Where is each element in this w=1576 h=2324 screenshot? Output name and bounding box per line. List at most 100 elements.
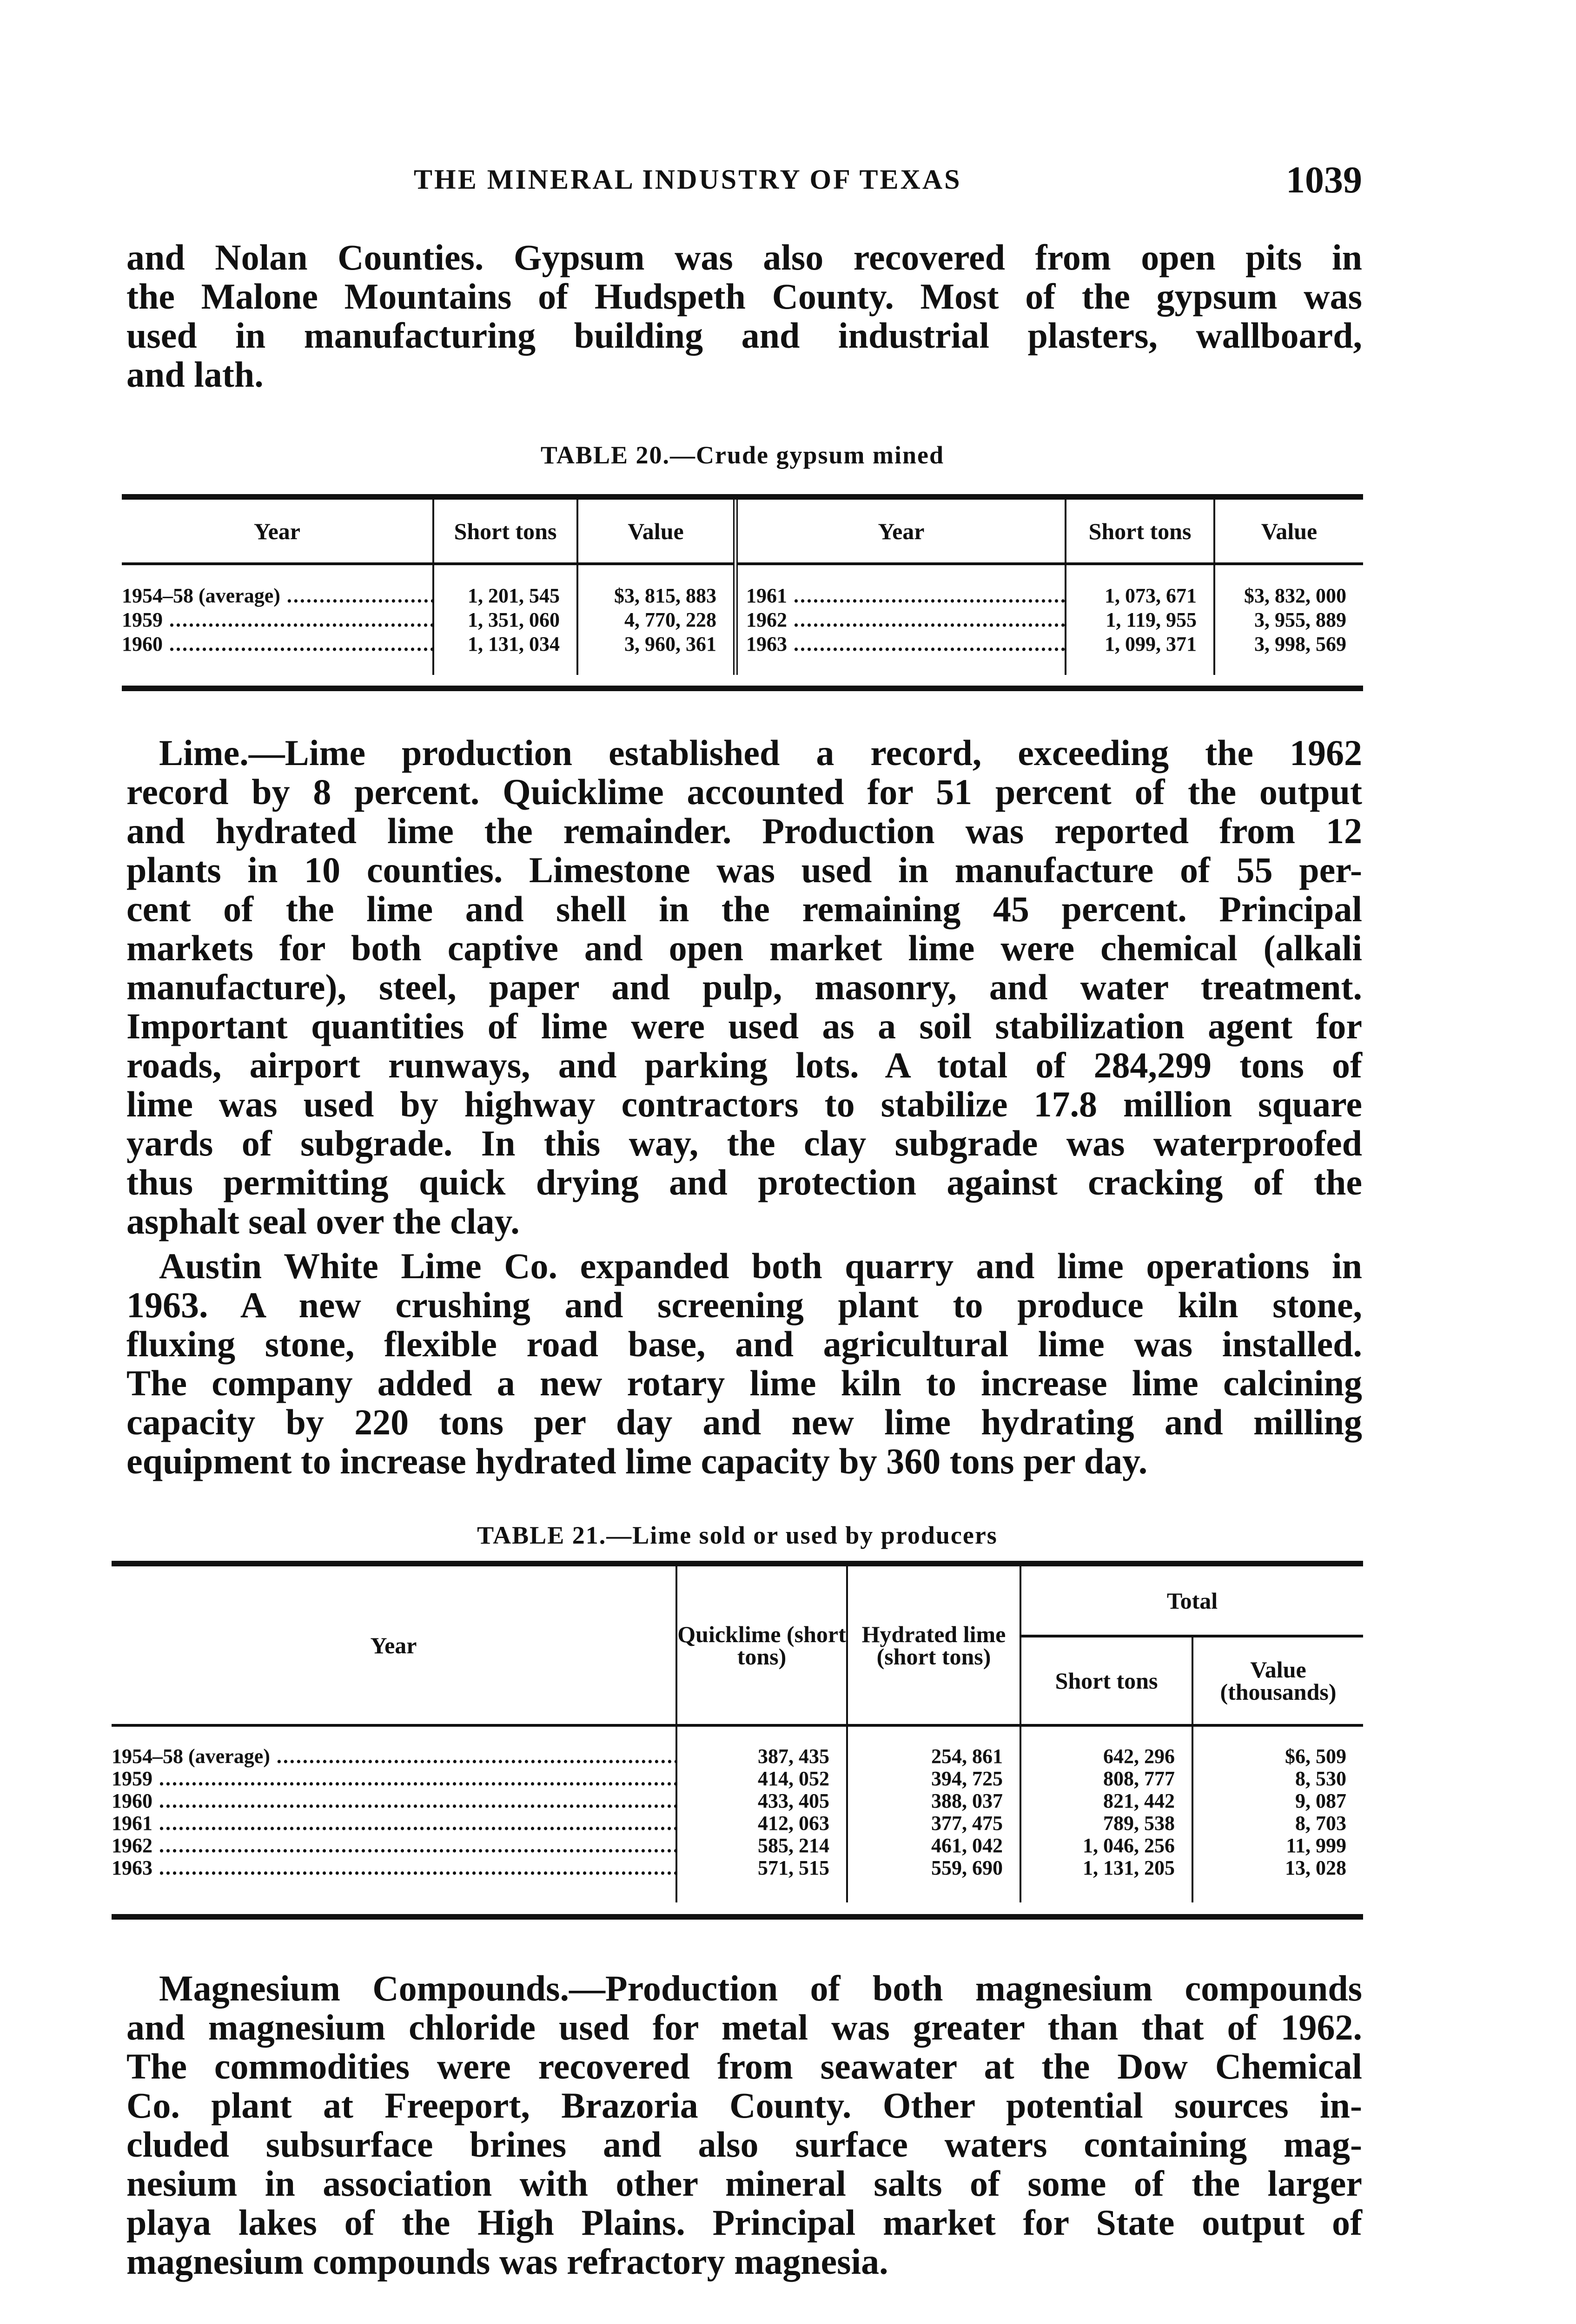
cell-text: 11, 999 <box>1286 1834 1346 1857</box>
text-line: magnesium compounds was refractory magne… <box>126 2241 888 2282</box>
cell-text: 387, 435 <box>758 1745 829 1768</box>
leader-dots: ........................................… <box>794 608 1066 631</box>
text-line: nesium in association with other mineral… <box>126 2163 1362 2204</box>
cell-text: $6, 509 <box>1285 1745 1346 1768</box>
value-cell: 585, 214 <box>675 1835 847 1857</box>
cell-text: 3, 960, 361 <box>624 633 716 655</box>
text-line: 1963. A new crushing and screening plant… <box>126 1285 1362 1325</box>
col-header-hydrated-lime: Hydrated lime (short tons) <box>846 1566 1020 1727</box>
value-cell: 412, 063 <box>675 1812 847 1835</box>
spacer-cell <box>1192 1879 1363 1902</box>
table-21-top-rule <box>112 1561 1363 1566</box>
col-header: Short tons <box>432 500 577 565</box>
spacer-cell <box>1065 656 1214 675</box>
cell-text: 642, 296 <box>1103 1745 1175 1768</box>
value-cell: 11, 999 <box>1192 1835 1363 1857</box>
cell-text: 1959 <box>122 608 163 631</box>
value-cell: 808, 777 <box>1020 1768 1192 1790</box>
cell-text: 8, 530 <box>1295 1767 1346 1790</box>
cell-text: 461, 042 <box>931 1834 1003 1857</box>
table-row: 1954–58 (average) ......................… <box>122 584 1363 608</box>
leader-dots: ........................................… <box>159 1812 676 1835</box>
spacer-cell <box>122 564 433 584</box>
spacer-cell <box>1213 656 1363 675</box>
leader-dots: ........................................… <box>159 1790 676 1812</box>
spacer-cell <box>576 656 735 675</box>
leader-dots: ........................................… <box>159 1768 676 1790</box>
cell-text: 13, 028 <box>1285 1856 1346 1879</box>
col-header: Value <box>576 500 735 565</box>
cell-text: 1, 046, 256 <box>1083 1834 1175 1857</box>
text-line: cluded subsurface brines and also surfac… <box>126 2124 1362 2165</box>
spacer-cell <box>1065 564 1214 584</box>
value-cell: 8, 703 <box>1192 1812 1363 1835</box>
cell-text: 1, 201, 545 <box>468 584 560 607</box>
leader-dots: ........................................… <box>169 633 433 655</box>
value-cell: 433, 405 <box>675 1789 847 1812</box>
table-20-bottom-rule <box>122 686 1363 691</box>
cell-text: 571, 515 <box>758 1856 829 1879</box>
value-cell: 1, 099, 371 <box>1065 632 1214 656</box>
cell-text: 394, 725 <box>931 1767 1003 1790</box>
value-cell: 394, 725 <box>846 1767 1020 1790</box>
spacer-cell <box>733 564 1066 584</box>
cell-text: 1, 131, 205 <box>1083 1856 1175 1879</box>
text-line: Austin White Lime Co. expanded both quar… <box>159 1246 1362 1286</box>
spacer-cell <box>675 1725 847 1745</box>
page-number: 1039 <box>1286 158 1362 201</box>
text-line: The commodities were recovered from seaw… <box>126 2046 1362 2086</box>
value-cell: 387, 435 <box>675 1745 847 1768</box>
year-cell: 1954–58 (average) ......................… <box>112 1745 676 1768</box>
text-line: and magnesium chloride used for metal wa… <box>126 2007 1362 2047</box>
year-cell: 1960 ...................................… <box>112 1790 676 1812</box>
col-header-total-value: Value (thousands) <box>1192 1636 1363 1727</box>
spacer-cell <box>1020 1879 1192 1902</box>
cell-text: 377, 475 <box>931 1812 1003 1835</box>
leader-dots: ........................................… <box>159 1857 676 1879</box>
paragraph-austin-white-lime: Austin White Lime Co. expanded both quar… <box>126 1247 1362 1481</box>
year-cell: 1962 ...................................… <box>112 1835 676 1857</box>
cell-text: 1962 <box>112 1835 152 1857</box>
cell-text: 433, 405 <box>758 1789 829 1812</box>
col-header: Year <box>122 500 433 565</box>
cell-text: 254, 861 <box>931 1745 1003 1768</box>
value-cell: 1, 073, 671 <box>1065 584 1214 608</box>
spacer-cell <box>432 656 577 675</box>
year-cell: 1963 ...................................… <box>112 1857 676 1879</box>
year-cell: 1962 ...................................… <box>733 608 1066 632</box>
leader-dots: ........................................… <box>276 1745 676 1768</box>
paragraph-lead: Lime. <box>159 733 249 773</box>
value-cell: 13, 028 <box>1192 1857 1363 1879</box>
col-header-total: Total <box>1020 1566 1363 1637</box>
value-cell: 642, 296 <box>1020 1745 1192 1768</box>
value-cell: 461, 042 <box>846 1834 1020 1857</box>
value-cell: 414, 052 <box>675 1768 847 1790</box>
spacer-cell <box>112 1879 676 1902</box>
text-line: manufacture), steel, paper and pulp, mas… <box>126 967 1362 1007</box>
page-header: THE MINERAL INDUSTRY OF TEXAS 1039 <box>126 158 1362 201</box>
text-line: Magnesium Compounds.—Production of both … <box>126 1969 1362 2008</box>
value-cell: 4, 770, 228 <box>576 608 735 632</box>
cell-text: $3, 832, 000 <box>1244 584 1346 607</box>
spacer-cell <box>1020 1725 1192 1745</box>
table-21-bottom-rule <box>112 1914 1363 1920</box>
cell-text: 559, 690 <box>931 1856 1003 1879</box>
cell-text: 1, 073, 671 <box>1105 584 1197 607</box>
text-line: roads, airport runways, and parking lots… <box>126 1045 1362 1085</box>
leader-dots: ........................................… <box>286 584 433 607</box>
text-line: plants in 10 counties. Limestone was use… <box>126 850 1362 890</box>
cell-text: 808, 777 <box>1103 1767 1175 1790</box>
paragraph-lead: Magnesium Compounds. <box>159 1968 569 2008</box>
spacer-cell <box>846 1725 1020 1745</box>
value-cell: 1, 201, 545 <box>432 584 577 608</box>
spacer-cell <box>1213 564 1363 584</box>
value-cell: 789, 538 <box>1020 1812 1192 1835</box>
leader-dots: ........................................… <box>159 1835 676 1857</box>
cell-text: 1963 <box>746 633 787 655</box>
text-line: asphalt seal over the clay. <box>126 1201 520 1241</box>
cell-text: 1, 351, 060 <box>468 608 560 631</box>
value-cell: 377, 475 <box>846 1812 1020 1835</box>
leader-dots: ........................................… <box>794 633 1066 655</box>
year-cell: 1961 ...................................… <box>733 584 1066 608</box>
cell-text: 1961 <box>112 1812 152 1835</box>
